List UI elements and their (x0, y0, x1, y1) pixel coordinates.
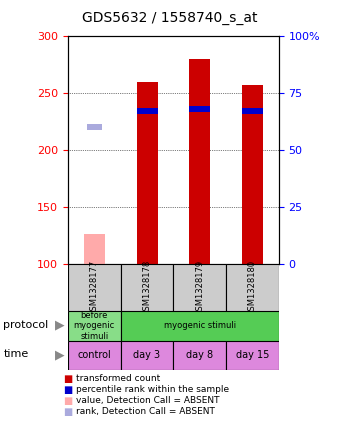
FancyBboxPatch shape (68, 341, 121, 370)
Text: GSM1328179: GSM1328179 (195, 260, 204, 316)
Text: time: time (3, 349, 29, 360)
Bar (189, 106, 210, 112)
Text: ■: ■ (63, 374, 73, 384)
Text: day 8: day 8 (186, 350, 213, 360)
Text: day 3: day 3 (134, 350, 160, 360)
Text: myogenic stimuli: myogenic stimuli (164, 321, 236, 330)
Bar (189, 59, 210, 264)
Text: control: control (78, 350, 111, 360)
Text: before
myogenic
stimuli: before myogenic stimuli (74, 311, 115, 341)
Text: percentile rank within the sample: percentile rank within the sample (76, 385, 230, 394)
Text: GSM1328177: GSM1328177 (90, 260, 99, 316)
Bar (87, 124, 102, 130)
Bar (136, 108, 157, 114)
Bar (242, 108, 263, 114)
Text: value, Detection Call = ABSENT: value, Detection Call = ABSENT (76, 396, 220, 405)
Bar (84, 233, 105, 264)
Text: GSM1328178: GSM1328178 (142, 260, 152, 316)
Text: transformed count: transformed count (76, 374, 161, 383)
FancyBboxPatch shape (121, 341, 173, 370)
Text: ▶: ▶ (55, 319, 64, 331)
FancyBboxPatch shape (68, 264, 121, 311)
FancyBboxPatch shape (226, 341, 279, 370)
FancyBboxPatch shape (226, 264, 279, 311)
FancyBboxPatch shape (68, 311, 121, 341)
Text: ▶: ▶ (55, 348, 64, 361)
Text: ■: ■ (63, 385, 73, 395)
Text: ■: ■ (63, 396, 73, 406)
Text: rank, Detection Call = ABSENT: rank, Detection Call = ABSENT (76, 407, 215, 416)
Text: day 15: day 15 (236, 350, 269, 360)
FancyBboxPatch shape (121, 311, 279, 341)
Bar (242, 85, 263, 264)
Text: protocol: protocol (3, 320, 49, 330)
FancyBboxPatch shape (173, 264, 226, 311)
FancyBboxPatch shape (121, 264, 173, 311)
Text: GDS5632 / 1558740_s_at: GDS5632 / 1558740_s_at (82, 11, 258, 25)
Bar (136, 82, 157, 264)
Text: GSM1328180: GSM1328180 (248, 260, 257, 316)
Text: ■: ■ (63, 407, 73, 417)
FancyBboxPatch shape (173, 341, 226, 370)
